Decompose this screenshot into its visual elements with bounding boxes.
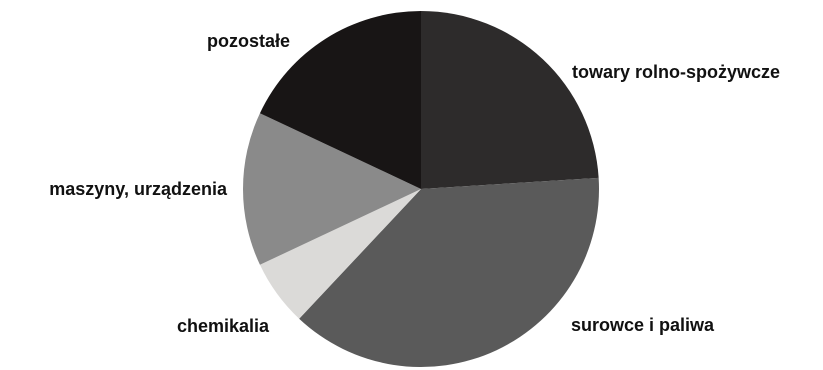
pie-slice-1 (299, 177, 600, 368)
pie-slice-4 (259, 11, 421, 189)
pie-slices (242, 11, 600, 368)
pie-slice-3 (242, 113, 421, 265)
pie-slice-0 (421, 11, 599, 189)
pie-labels: towary rolno-spożywcze surowce i paliwa … (49, 31, 780, 336)
slice-label-chemikalia: chemikalia (177, 316, 270, 336)
pie-slice-2 (259, 189, 421, 319)
slice-label-pozostale: pozostałe (207, 31, 290, 51)
slice-label-towary-rolno-spozywcze: towary rolno-spożywcze (572, 62, 780, 82)
slice-label-maszyny-urzadzenia: maszyny, urządzenia (49, 179, 228, 199)
slice-label-surowce-i-paliwa: surowce i paliwa (571, 315, 715, 335)
